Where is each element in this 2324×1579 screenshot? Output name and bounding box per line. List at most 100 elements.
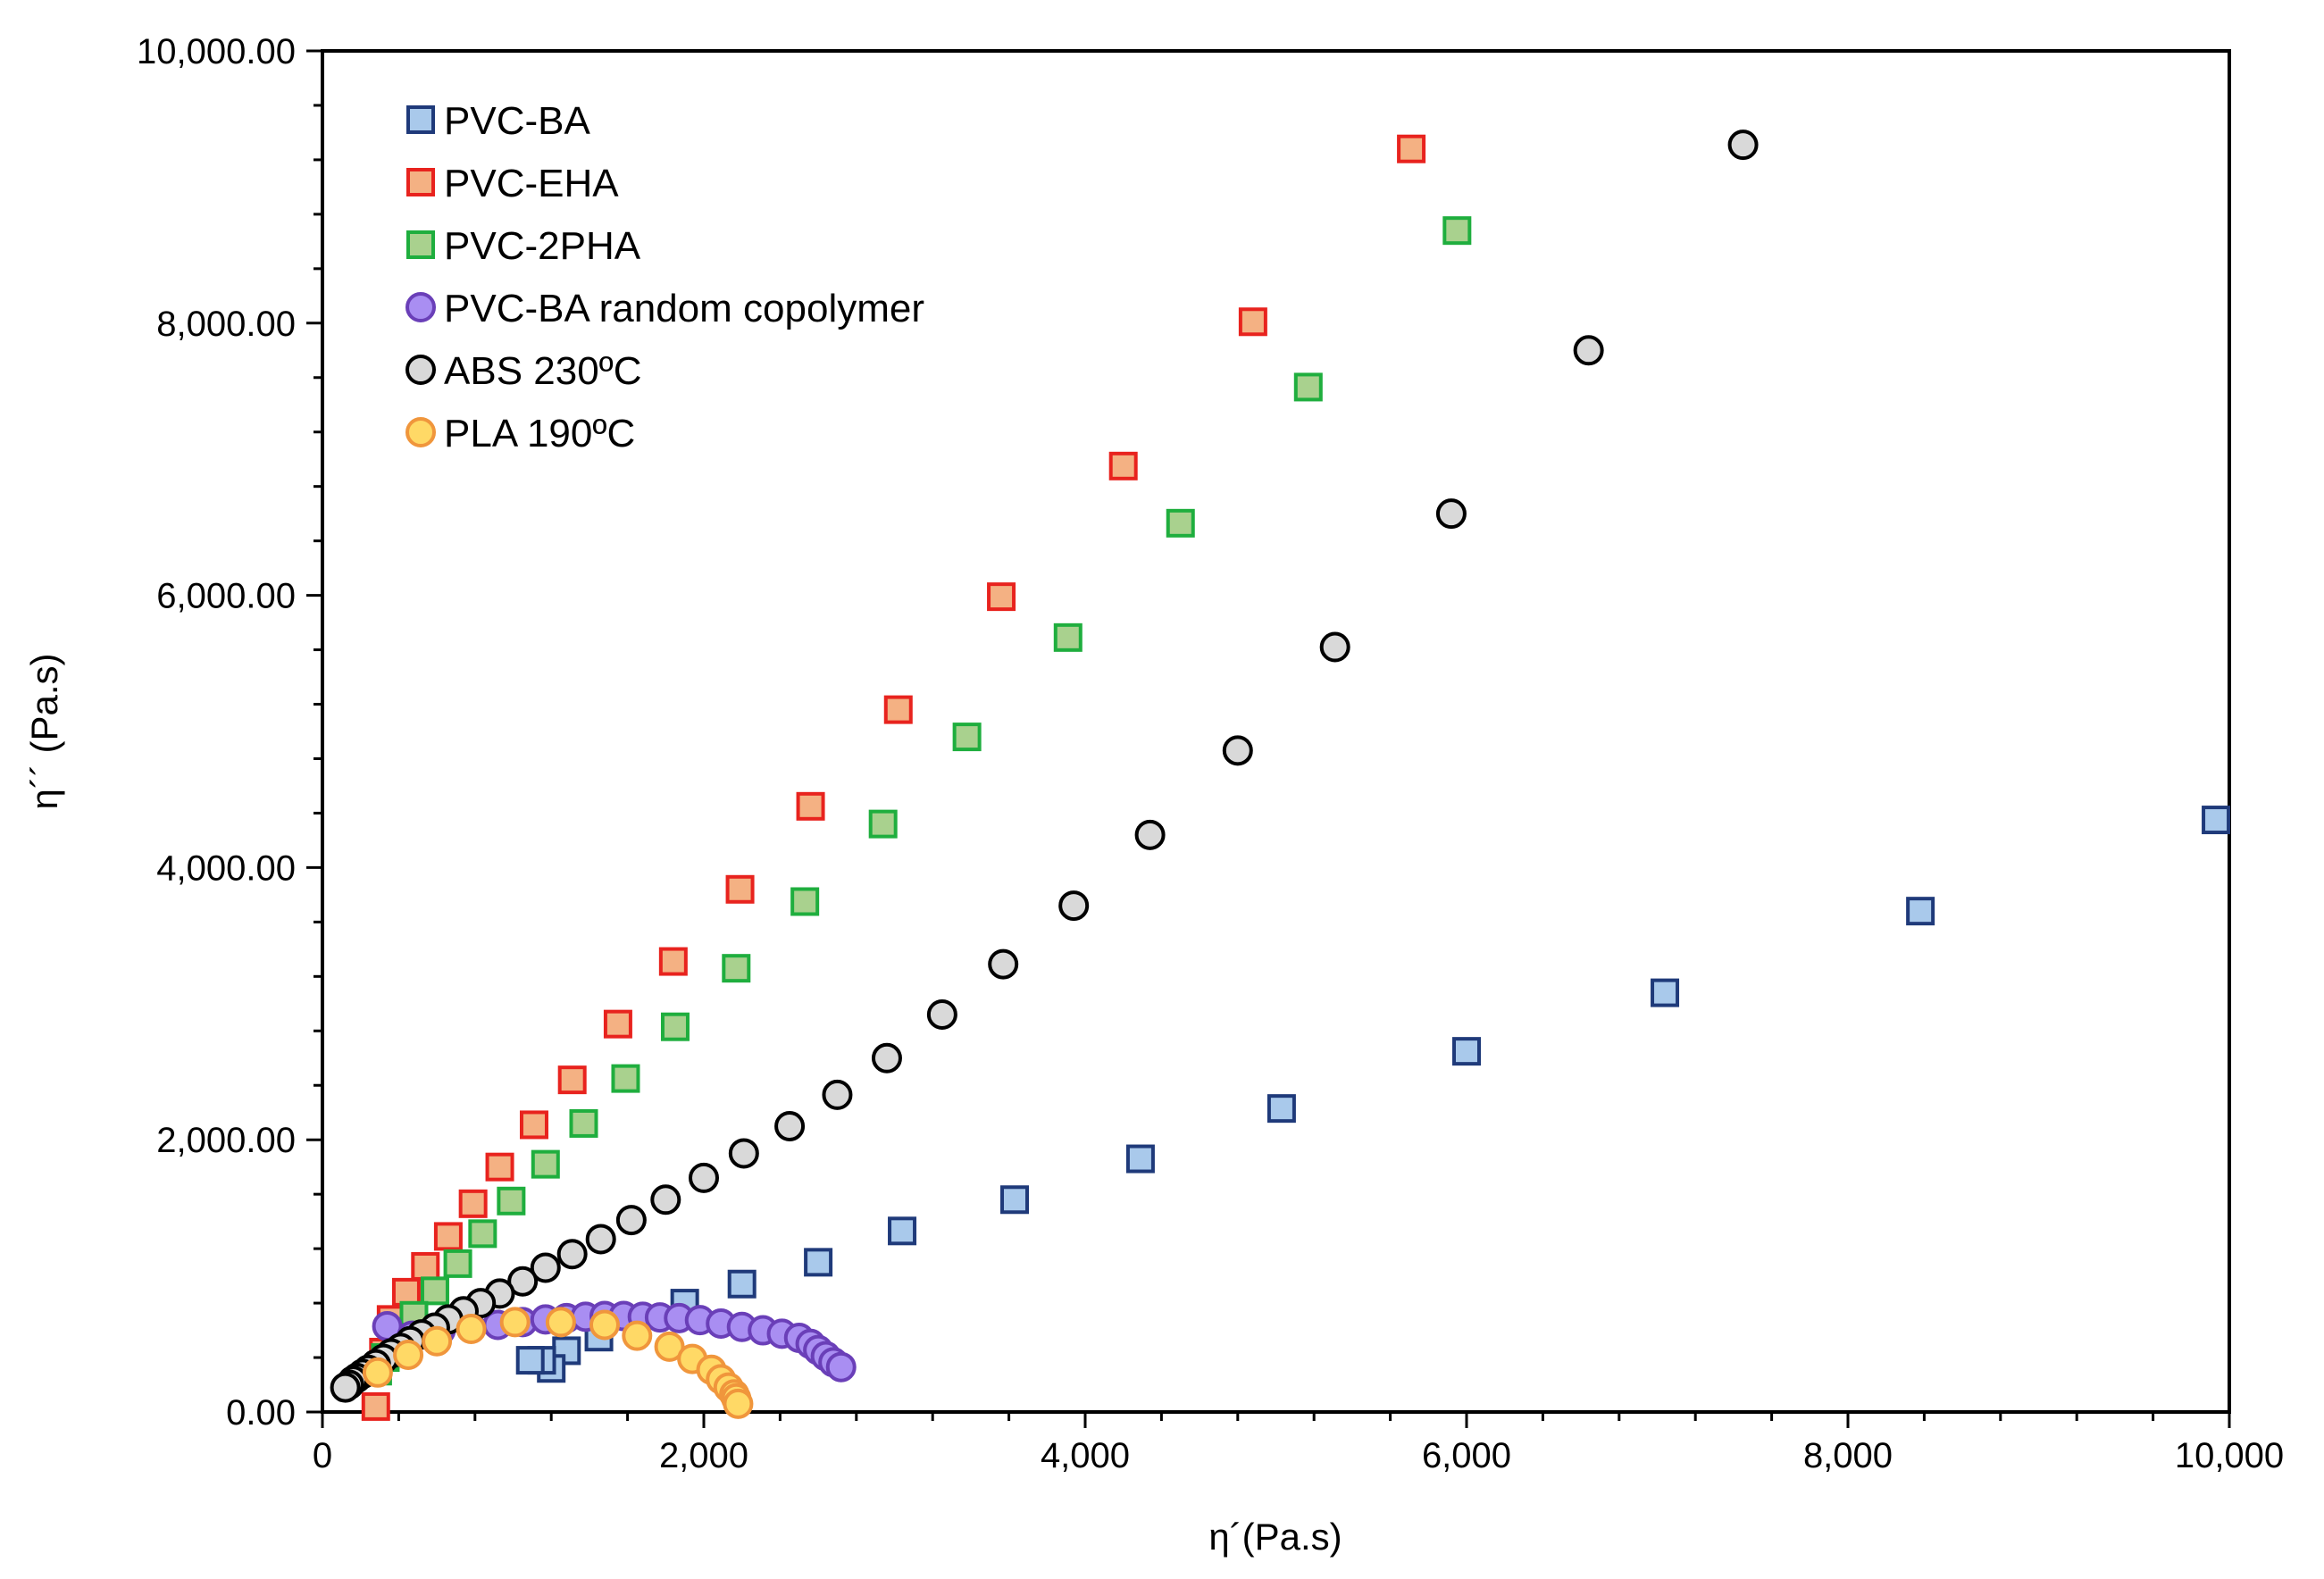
legend-marker: [405, 417, 436, 447]
data-point: [507, 1266, 539, 1297]
data-point: [804, 1248, 833, 1277]
data-point: [723, 1388, 754, 1419]
legend-label: PVC-EHA: [444, 162, 619, 205]
data-point: [556, 1239, 588, 1270]
data-point: [603, 1009, 632, 1039]
x-tick-label: 8,000: [1803, 1436, 1893, 1475]
legend-marker: [405, 292, 436, 322]
data-point: [988, 948, 1019, 980]
data-point: [1293, 372, 1323, 402]
data-point: [485, 1152, 514, 1182]
x-tick-label: 4,000: [1041, 1436, 1130, 1475]
data-point: [545, 1307, 576, 1338]
series-4: [330, 129, 1759, 1403]
data-point: [727, 1269, 757, 1299]
data-point: [774, 1110, 806, 1141]
data-point: [362, 1357, 393, 1388]
y-axis-ticks: 0.00 2,000.00 4,000.00 6,000.00 8,000.00 10,0…: [137, 32, 322, 1433]
data-point: [1266, 1094, 1296, 1124]
data-point: [393, 1339, 424, 1370]
x-axis-ticks: 0 2,000 4,000 6,000 8,000 10,000: [313, 1412, 2284, 1475]
data-point: [883, 695, 913, 724]
data-point: [1222, 735, 1253, 766]
data-point: [1125, 1144, 1155, 1174]
data-point: [615, 1205, 647, 1236]
data-point: [433, 1222, 463, 1251]
data-point: [1108, 451, 1138, 480]
x-axis-title: η´(Pa.s): [1208, 1516, 1342, 1558]
data-point: [660, 1012, 690, 1041]
x-tick-label: 2,000: [659, 1436, 748, 1475]
data-point: [557, 1065, 587, 1095]
x-tick-label: 0: [313, 1436, 332, 1475]
data-point: [1000, 1185, 1030, 1215]
data-point: [499, 1307, 531, 1338]
y-tick-label: 2,000.00: [156, 1121, 296, 1160]
data-point: [456, 1314, 487, 1345]
y-tick-label: 0.00: [226, 1393, 296, 1433]
legend-marker: [405, 355, 436, 385]
data-point: [725, 874, 755, 904]
data-point: [2202, 806, 2231, 835]
data-point: [1397, 134, 1426, 163]
legend-label: PVC-2PHA: [444, 224, 641, 268]
data-point: [1319, 631, 1350, 663]
data-point: [530, 1252, 561, 1283]
data-point: [689, 1162, 719, 1193]
legend: PVC-BA PVC-EHA PVC-2PHA PVC-BA random copol…: [405, 99, 924, 455]
data-point: [728, 1138, 759, 1169]
data-point: [1166, 508, 1195, 538]
data-point: [569, 1108, 598, 1138]
x-tick-label: 10,000: [2175, 1436, 2284, 1475]
data-point: [458, 1189, 488, 1218]
data-point: [330, 1372, 361, 1403]
data-point: [822, 1079, 853, 1110]
y-axis-title: η´´ (Pa.s): [23, 653, 65, 809]
data-point: [1435, 498, 1467, 530]
data-point: [658, 947, 688, 976]
data-point: [1442, 216, 1472, 246]
data-point: [654, 1331, 685, 1362]
data-point: [585, 1224, 616, 1255]
data-point: [411, 1251, 440, 1281]
data-point: [622, 1320, 653, 1351]
data-point: [871, 1042, 902, 1074]
data-point: [611, 1064, 640, 1093]
legend-marker: [406, 105, 435, 134]
data-point: [391, 1277, 421, 1307]
y-tick-label: 6,000.00: [156, 577, 296, 616]
data-point: [443, 1249, 472, 1278]
data-point: [722, 954, 751, 983]
data-point: [1238, 307, 1267, 337]
data-point: [1452, 1037, 1481, 1066]
data-point: [420, 1276, 449, 1306]
data-point: [589, 1309, 620, 1341]
legend-label: ABS 230ºC: [444, 349, 642, 393]
legend-marker: [406, 230, 435, 259]
legend-label: PLA 190ºC: [444, 412, 635, 455]
legend-label: PVC-BA: [444, 99, 590, 143]
data-point: [515, 1346, 545, 1375]
data-point: [497, 1186, 526, 1216]
data-point: [952, 723, 982, 752]
y-tick-label: 4,000.00: [156, 848, 296, 888]
data-point: [1058, 890, 1090, 922]
data-point: [1651, 978, 1680, 1007]
data-point: [888, 1216, 917, 1246]
y-tick-label: 10,000.00: [137, 32, 296, 71]
data-point: [926, 998, 957, 1030]
data-point: [790, 887, 820, 916]
data-point: [868, 809, 898, 839]
data-point: [422, 1325, 453, 1357]
data-point: [361, 1391, 390, 1421]
data-point: [650, 1184, 681, 1216]
data-point: [1573, 335, 1604, 366]
data-point: [987, 582, 1016, 612]
data-point: [468, 1219, 497, 1249]
series-0: [515, 806, 2231, 1383]
data-point: [1134, 819, 1166, 850]
data-point: [1727, 129, 1759, 161]
legend-label: PVC-BA random copolymer: [444, 287, 924, 330]
series-5: [362, 1307, 754, 1419]
